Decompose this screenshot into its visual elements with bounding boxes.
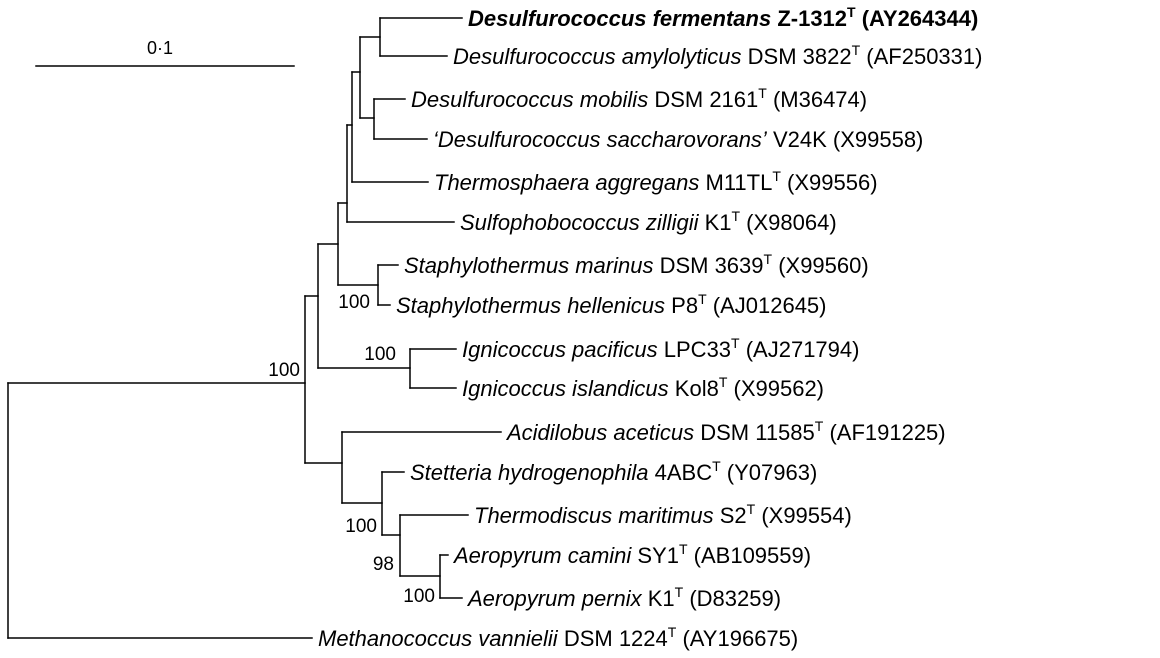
type-strain-mark: T: [668, 624, 677, 640]
taxon-label: Staphylothermus hellenicus P8T (AJ012645…: [396, 291, 827, 318]
taxon-strain: P8: [665, 293, 698, 318]
taxon-species: Methanococcus vannielii: [318, 626, 559, 651]
taxon-species: Aeropyrum camini: [452, 543, 632, 568]
taxon-label: Desulfurococcus amylolyticus DSM 3822T (…: [453, 42, 982, 69]
taxon-strain: K1: [642, 586, 675, 611]
taxon-label: Ignicoccus islandicus Kol8T (X99562): [462, 374, 824, 401]
taxon-label: Aeropyrum pernix K1T (D83259): [466, 584, 781, 611]
bootstrap-value: 100: [345, 516, 377, 537]
taxon-label: Desulfurococcus fermentans Z-1312T (AY26…: [468, 4, 978, 31]
type-strain-mark: T: [732, 208, 741, 224]
taxon-species: Thermosphaera aggregans: [434, 170, 699, 195]
taxon-accession: (AF191225): [823, 420, 945, 445]
type-strain-mark: T: [675, 584, 684, 600]
taxon-strain: M11TL: [699, 170, 772, 195]
taxon-accession: (X99562): [727, 376, 824, 401]
bootstrap-value: 98: [373, 554, 394, 575]
taxon-strain: DSM 2161: [648, 87, 758, 112]
taxon-label: Thermosphaera aggregans M11TLT (X99556): [434, 168, 878, 195]
taxon-label: Methanococcus vannielii DSM 1224T (AY196…: [318, 624, 798, 651]
type-strain-mark: T: [758, 85, 767, 101]
scale-bar-label: 0·1: [147, 38, 173, 58]
taxon-species: Sulfophobococcus zilligii: [460, 210, 700, 235]
type-strain-mark: T: [747, 501, 756, 517]
type-strain-mark: T: [712, 458, 721, 474]
type-strain-mark: T: [852, 42, 861, 58]
taxon-label: Aeropyrum camini SY1T (AB109559): [452, 541, 811, 568]
type-strain-mark: T: [815, 418, 824, 434]
taxon-strain: S2: [714, 503, 747, 528]
taxon-label: Sulfophobococcus zilligii K1T (X98064): [460, 208, 837, 235]
type-strain-mark: T: [679, 541, 688, 557]
taxon-label: Thermodiscus maritimus S2T (X99554): [474, 501, 852, 528]
taxon-species: Desulfurococcus fermentans: [468, 6, 771, 31]
taxon-strain: V24K: [767, 127, 827, 152]
taxon-label: Stetteria hydrogenophila 4ABCT (Y07963): [410, 458, 817, 485]
taxon-strain: LPC33: [658, 337, 731, 362]
type-strain-mark: T: [772, 168, 781, 184]
taxon-accession: (M36474): [767, 87, 867, 112]
taxon-species: Desulfurococcus amylolyticus: [453, 44, 742, 69]
taxon-strain: DSM 3822: [742, 44, 852, 69]
taxon-accession: (X99560): [772, 253, 869, 278]
taxon-accession: (AB109559): [688, 543, 812, 568]
taxon-label: Staphylothermus marinus DSM 3639T (X9956…: [404, 251, 869, 278]
bootstrap-value: 100: [338, 292, 370, 313]
type-strain-mark: T: [719, 374, 728, 390]
taxon-accession: (X99558): [827, 127, 924, 152]
taxon-species: Aeropyrum pernix: [466, 586, 643, 611]
taxon-accession: (AY264344): [856, 6, 979, 31]
bootstrap-value: 100: [364, 344, 396, 365]
taxon-species: Staphylothermus marinus: [404, 253, 653, 278]
type-strain-mark: T: [731, 335, 740, 351]
taxon-species: ‘Desulfurococcus saccharovorans’: [433, 127, 768, 152]
type-strain-mark: T: [764, 251, 773, 267]
taxon-accession: (X98064): [740, 210, 837, 235]
taxon-accession: (X99556): [781, 170, 878, 195]
taxon-strain: DSM 11585: [694, 420, 815, 445]
taxon-accession: (AJ271794): [740, 337, 860, 362]
taxon-label: Desulfurococcus mobilis DSM 2161T (M3647…: [411, 85, 867, 112]
taxon-species: Staphylothermus hellenicus: [396, 293, 665, 318]
taxon-accession: (D83259): [683, 586, 781, 611]
tree-branches: [7, 17, 502, 639]
taxon-accession: (AF250331): [860, 44, 982, 69]
bootstrap-value: 100: [403, 586, 435, 607]
taxon-strain: Z-1312: [771, 6, 847, 31]
bootstrap-value: 100: [268, 360, 300, 381]
bootstrap-values: 100 100 100 100 98 100: [268, 292, 435, 607]
taxon-accession: (X99554): [755, 503, 852, 528]
taxon-labels: Desulfurococcus fermentans Z-1312T (AY26…: [318, 4, 982, 651]
type-strain-mark: T: [698, 291, 707, 307]
type-strain-mark: T: [847, 4, 856, 20]
scale-bar: 0·1: [35, 38, 295, 67]
taxon-strain: Kol8: [669, 376, 719, 401]
taxon-accession: (Y07963): [721, 460, 818, 485]
taxon-species: Desulfurococcus mobilis: [411, 87, 648, 112]
taxon-strain: DSM 1224: [558, 626, 668, 651]
taxon-accession: (AJ012645): [707, 293, 827, 318]
taxon-species: Ignicoccus pacificus: [462, 337, 658, 362]
taxon-species: Ignicoccus islandicus: [462, 376, 669, 401]
taxon-strain: K1: [698, 210, 731, 235]
taxon-strain: SY1: [631, 543, 679, 568]
taxon-label: Ignicoccus pacificus LPC33T (AJ271794): [462, 335, 859, 362]
taxon-accession: (AY196675): [676, 626, 798, 651]
taxon-species: Stetteria hydrogenophila: [410, 460, 649, 485]
taxon-label: ‘Desulfurococcus saccharovorans’ V24K (X…: [433, 127, 923, 152]
taxon-species: Acidilobus aceticus: [505, 420, 694, 445]
taxon-species: Thermodiscus maritimus: [474, 503, 714, 528]
taxon-label: Acidilobus aceticus DSM 11585T (AF191225…: [505, 418, 946, 445]
taxon-strain: 4ABC: [649, 460, 713, 485]
taxon-strain: DSM 3639: [653, 253, 763, 278]
